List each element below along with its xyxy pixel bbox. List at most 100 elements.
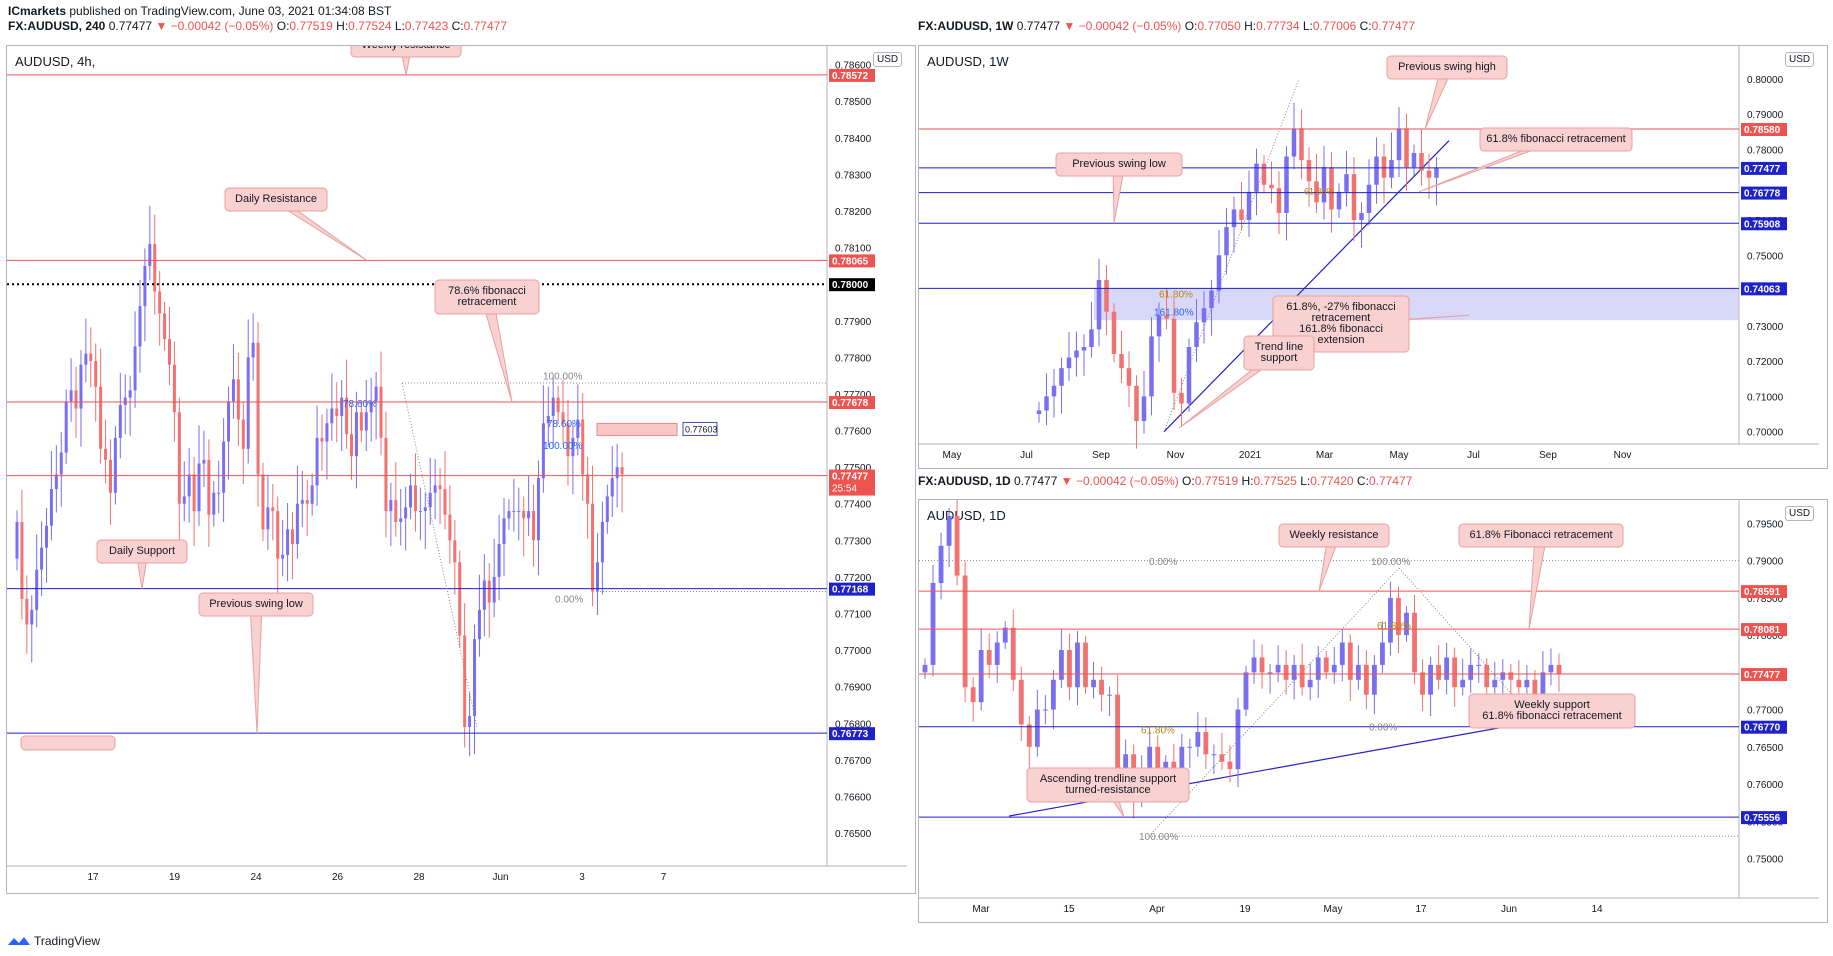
- candle-body: [143, 265, 147, 307]
- candle-body: [227, 401, 231, 442]
- y-tick-label: 0.76800: [835, 719, 872, 730]
- price-tag-bg: [829, 396, 875, 410]
- candle-body: [1164, 315, 1169, 319]
- fib-786-annot-box: [434, 279, 540, 315]
- h4-chart-svg[interactable]: 0.78600 0.78500 0.78400 0.78300 0.78200 0.781…: [7, 46, 915, 893]
- candle-body: [1344, 174, 1349, 192]
- h4-currency-badge[interactable]: USD: [873, 52, 903, 67]
- tradingview-brand[interactable]: TradingView: [8, 934, 100, 948]
- candle-body: [177, 412, 181, 504]
- price-tag-bg: [1741, 123, 1787, 137]
- candle-body: [1034, 709, 1040, 747]
- daily-resistance-annot-text: Daily Resistance: [235, 193, 317, 205]
- candle-body: [1291, 128, 1297, 157]
- weekly-support-annot-text: Weekly support: [1514, 699, 1590, 711]
- candle-body: [1059, 650, 1064, 680]
- candle-body: [231, 379, 235, 402]
- candle-body: [473, 639, 476, 716]
- candle-body: [1412, 612, 1417, 673]
- candle-body: [1516, 679, 1522, 688]
- y-tick-label: 0.73000: [1747, 322, 1784, 333]
- fib-label: 100.00%: [543, 371, 583, 382]
- candle-body: [1227, 761, 1233, 770]
- candle-body: [1251, 657, 1257, 673]
- candle-body: [1224, 227, 1229, 256]
- weekly-support-annot-text: 61.8% fibonacci retracement: [1482, 710, 1621, 722]
- candle-body: [517, 511, 521, 513]
- candle-body: [586, 474, 590, 504]
- candle-body: [1500, 672, 1506, 680]
- price-tag-bg: [829, 582, 875, 596]
- candle-body: [1147, 746, 1153, 777]
- candle-body: [1089, 329, 1094, 347]
- price-tag-bg: [1741, 585, 1787, 599]
- fib-786-annot-text: retracement: [458, 296, 517, 308]
- candle-body: [1269, 184, 1274, 189]
- candle-body: [1067, 650, 1072, 688]
- d1-currency-badge[interactable]: USD: [1785, 506, 1815, 521]
- candle-body: [1355, 664, 1361, 680]
- candle-body: [364, 412, 368, 431]
- w1-currency-badge[interactable]: USD: [1785, 52, 1815, 67]
- prev-swing-low-annot-pointer: [1112, 164, 1126, 224]
- price-tag-bg: [829, 727, 875, 741]
- fib-label: 61.80%: [1304, 187, 1335, 197]
- y-tick-label: 0.80000: [1747, 75, 1784, 86]
- candle-body: [502, 518, 506, 544]
- candle-body: [266, 507, 270, 530]
- fib-786-annot-pointer: [480, 296, 513, 403]
- candle-body: [330, 408, 334, 424]
- candle-body: [1134, 385, 1139, 422]
- candle-body: [399, 518, 403, 523]
- price-tag-bg: [1741, 217, 1787, 231]
- candle-body: [49, 489, 53, 526]
- candle-body: [453, 540, 457, 563]
- candle-body: [438, 485, 442, 490]
- x-tick-label: 19: [1239, 904, 1251, 915]
- price-tag-bg: [1741, 161, 1787, 175]
- fib-label: 61.80%: [1377, 621, 1411, 632]
- candle-body: [922, 664, 928, 673]
- candle-body: [94, 361, 98, 387]
- candle-body: [1275, 664, 1281, 673]
- candle-body: [1179, 746, 1185, 777]
- candle-body: [581, 419, 585, 475]
- candle-body: [197, 463, 201, 512]
- candle-body: [930, 582, 936, 665]
- candle-body: [1083, 642, 1088, 688]
- candle-body: [35, 569, 39, 610]
- prev-swing-low-annot-box: [1055, 152, 1183, 177]
- price-tag-label: 0.77477: [1744, 670, 1781, 681]
- candle-body: [251, 342, 255, 358]
- x-tick-label: 17: [1415, 904, 1427, 915]
- publisher-text: published on TradingView.com, June 03, 2…: [69, 4, 392, 18]
- x-tick-label: Mar: [972, 904, 990, 915]
- w1-chart-panel[interactable]: AUDUSD, 1W 0.800000.790000.780000.760000…: [918, 45, 1828, 469]
- candle-body: [54, 474, 58, 490]
- x-tick-label: 24: [250, 872, 262, 883]
- price-tag-countdown: 25:54: [832, 484, 857, 495]
- h4-chart-panel[interactable]: AUDUSD, 4h, 0.78600 0.78500 0.78400 0.78300…: [6, 45, 916, 894]
- candle-body: [1104, 279, 1109, 312]
- w1-chart-svg[interactable]: 0.800000.790000.780000.760000.750000.730…: [919, 46, 1827, 468]
- trendline-annot-text: Ascending trendline support: [1040, 773, 1176, 785]
- weekly-resistance-annot-text: Weekly resistance: [361, 46, 450, 51]
- y-tick-label: 0.77000: [835, 646, 872, 657]
- candle-body: [1380, 642, 1385, 665]
- x-tick-label: May: [1324, 904, 1343, 915]
- candle-body: [1186, 347, 1192, 404]
- fib-label: 61.80%: [1159, 290, 1193, 301]
- fib-diagonal: [1148, 567, 1400, 837]
- candle-body: [413, 485, 417, 512]
- fib-618-annot-text: 61.8% fibonacci retracement: [1486, 133, 1625, 145]
- candle-body: [522, 511, 526, 519]
- candle-body: [1404, 128, 1409, 168]
- y-tick-label: 0.76700: [835, 756, 872, 767]
- candle-body: [1211, 754, 1217, 756]
- candle-body: [576, 419, 580, 438]
- candle-body: [350, 434, 354, 457]
- d1-chart-svg[interactable]: 0.795000.790000.785000.780000.775000.770…: [919, 500, 1827, 922]
- d1-chart-panel[interactable]: AUDUSD, 1D 0.79500 0.79000 0.78500 0.78000 0…: [918, 499, 1828, 923]
- price-label-box: [682, 421, 718, 436]
- y-tick-label: 0.76600: [835, 792, 872, 803]
